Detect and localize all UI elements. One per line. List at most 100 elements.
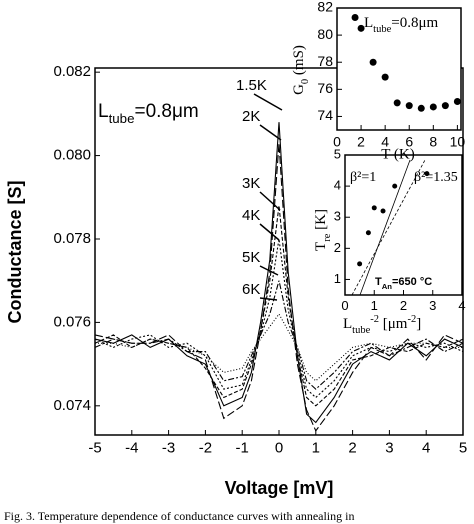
y-axis-title-part: (mS) [291,45,307,79]
data-point [441,102,449,110]
caption: Fig. 3. Temperature dependence of conduc… [4,509,354,523]
x-tick-label: 1 [312,439,320,456]
data-point [417,104,425,112]
x-tick-label: 6 [405,133,413,149]
data-point [429,103,437,111]
y-tick-label: 0.078 [53,230,91,247]
x-tick-label: -1 [236,439,249,456]
y-axis-title-part: re [322,233,333,241]
x-tick-label: 5 [459,439,467,456]
length-label: Ltube=0.8μm [364,15,439,34]
arrow [253,93,283,111]
conductance-curve [94,238,464,399]
length-label-part: tube [109,111,135,126]
x-tick-label: -5 [88,439,101,456]
data-point [392,183,398,189]
data-point [371,205,377,211]
fit-label: β²=1 [350,170,376,185]
y-tick-label: 78 [317,53,333,69]
y-axis-title-part: G [291,84,307,95]
legend-label: 6K [242,281,260,298]
x-tick-label: 4 [422,439,430,456]
length-label-part: =0.8μm [391,15,438,31]
arrow [259,223,280,241]
x-tick-label: 3 [429,298,436,313]
fit-line [359,159,411,296]
legend-label: 5K [242,249,260,266]
length-label-part: L [364,15,373,31]
x-tick-label: -2 [199,439,212,456]
y-tick-label: 80 [317,26,333,42]
y-tick-label: 2 [334,240,341,255]
data-point [393,99,401,107]
x-axis-title-part: L [343,316,352,332]
arrow [259,297,278,301]
x-tick-label: 0 [341,298,348,313]
legend-label: 2K [242,108,260,125]
x-tick-label: 0 [333,133,341,149]
x-tick-label: 4 [458,298,465,313]
y-tick-label: 0.076 [53,313,91,330]
x-axis-title: T (K) [381,146,414,162]
x-tick-label: 8 [429,133,437,149]
x-axis-title-part: tube [352,325,370,336]
data-point [381,73,389,81]
anneal-label-part: An [382,282,393,291]
conductance-curve [94,280,464,390]
y-tick-label: 4 [334,178,341,193]
length-label-part: L [98,101,109,122]
x-axis-title-part: ] [416,316,421,332]
x-tick-label: 0 [275,439,283,456]
x-tick-label: 2 [348,439,356,456]
fit-line [351,159,426,296]
x-tick-label: -3 [162,439,175,456]
y-axis-title-part: T [313,242,329,251]
data-point [365,230,371,236]
legend-label: 1.5K [236,77,267,94]
y-tick-label: 82 [317,0,333,15]
y-tick-label: 3 [334,209,341,224]
data-point [380,208,386,214]
y-axis-title-part: 0 [300,79,311,84]
x-axis-title-part: -2 [370,314,379,325]
arrow [259,265,279,276]
data-point [351,13,359,21]
y-tick-label: 0.082 [53,63,91,80]
y-axis-title: Tre [K] [313,209,332,251]
fit-label: β²=1.35 [414,170,458,185]
y-tick-label: 74 [317,107,333,123]
length-label-part: tube [373,24,391,35]
y-tick-label: 1 [334,271,341,286]
y-tick-label: 0.080 [53,147,91,164]
x-tick-label: 4 [381,133,389,149]
x-tick-label: 3 [385,439,393,456]
y-tick-label: 0.074 [53,397,91,414]
arrow [259,191,281,211]
data-point [453,98,461,106]
legend-label: 4K [242,207,260,224]
data-point [357,24,365,32]
anneal-label-part: =650 °C [392,276,432,288]
conductance-curve [94,205,464,407]
data-point [357,261,363,267]
arrow [259,124,282,141]
y-tick-label: 5 [334,146,341,161]
x-axis-title: Voltage [mV] [225,478,334,498]
x-axis-title-part: [μm [379,316,408,332]
x-tick-label: 2 [400,298,407,313]
x-tick-label: 1 [371,298,378,313]
x-axis-title-part: -2 [407,314,416,325]
y-axis-title-part: [K] [313,209,329,234]
y-axis-title: G0 (mS) [291,45,310,95]
y-tick-label: 76 [317,80,333,96]
legend-label: 3K [242,175,260,192]
length-label: Ltube=0.8μm [98,101,199,126]
x-tick-label: 10 [450,133,466,149]
data-point [405,102,413,110]
y-axis-title: Conductance [S] [5,180,25,323]
x-axis-title: Ltube-2 [μm-2] [343,314,421,336]
length-label-part: =0.8μm [134,101,198,122]
anneal-label-part: T [375,276,382,288]
anneal-label: TAn=650 °C [375,276,432,291]
